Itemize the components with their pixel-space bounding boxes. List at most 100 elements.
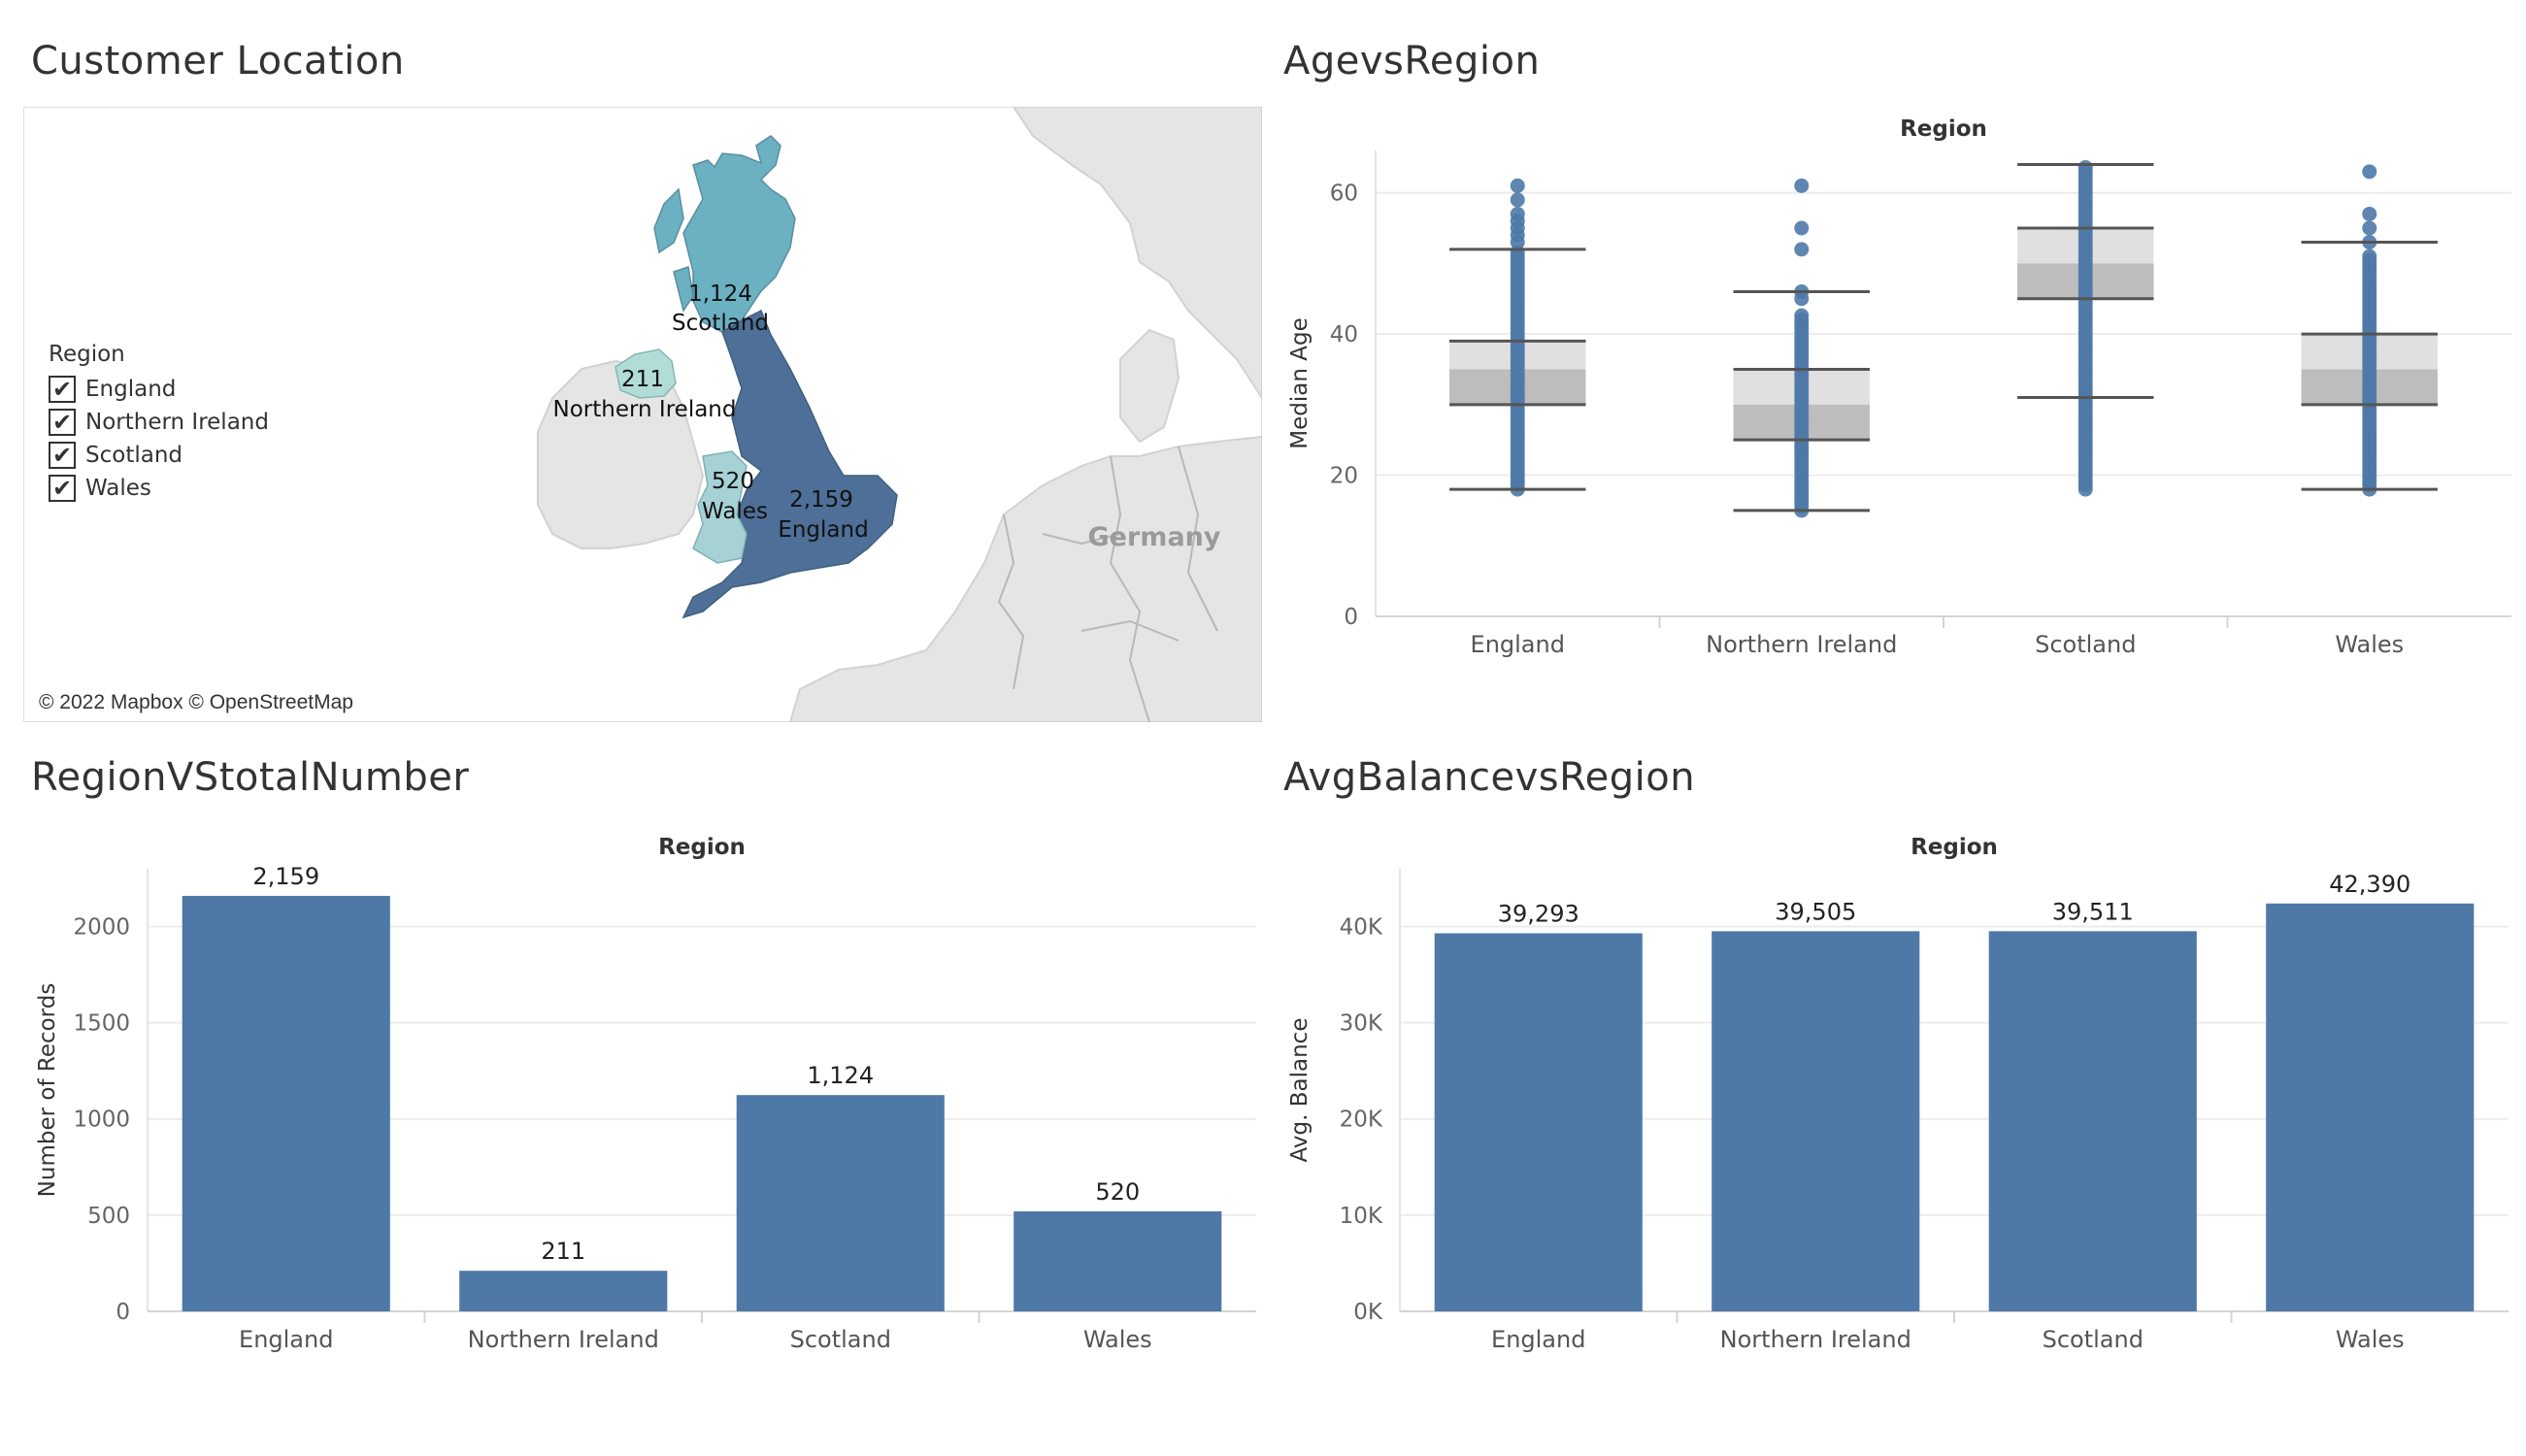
map-label-wales: 520 Wales — [702, 469, 768, 524]
region-legend: Region ✔ England ✔ Northern Ireland ✔ Sc… — [49, 342, 269, 505]
x-tick-label-england: England — [1471, 631, 1565, 658]
bar-england — [182, 895, 390, 1311]
legend-title: Region — [49, 342, 125, 367]
data-label-scotland: 39,511 — [2052, 898, 2134, 925]
legend-item-northern-ireland[interactable]: ✔ Northern Ireland — [49, 406, 269, 439]
map-credit: © 2022 Mapbox © OpenStreetMap — [39, 691, 353, 713]
map-count-scotland: 1,124 — [688, 281, 752, 307]
map-name-england: England — [778, 517, 868, 543]
x-tick-label-northern-ireland: Northern Ireland — [1706, 631, 1897, 658]
data-point-northern-ireland — [1794, 308, 1810, 323]
x-tick-label-northern-ireland: Northern Ireland — [1720, 1326, 1911, 1353]
x-tick-label-scotland: Scotland — [2035, 631, 2136, 658]
data-point-wales — [2362, 206, 2377, 221]
checkbox-checked-icon[interactable]: ✔ — [49, 376, 76, 403]
y-axis-title: Number of Records — [35, 983, 60, 1198]
bar-wales — [1014, 1210, 1222, 1311]
age-panel-title: AgevsRegion — [1283, 39, 1541, 83]
data-label-england: 39,293 — [1498, 900, 1579, 927]
legend-item-wales[interactable]: ✔ Wales — [49, 472, 269, 505]
ireland-land — [537, 359, 705, 549]
checkbox-checked-icon[interactable]: ✔ — [49, 409, 76, 436]
x-tick-label-northern-ireland: Northern Ireland — [468, 1326, 659, 1353]
map-count-england: 2,159 — [789, 487, 853, 513]
map-name-northern-ireland: Northern Ireland — [553, 397, 737, 422]
data-point-england — [1510, 192, 1525, 208]
region-vs-total-number-chart: Region 0 500 1000 1500 2000 Number of Records E… — [35, 835, 1256, 1353]
x-tick-label-wales: Wales — [1083, 1326, 1152, 1353]
map-name-wales: Wales — [702, 499, 768, 524]
x-tick-label-scotland: Scotland — [790, 1326, 891, 1353]
legend-label: Scotland — [85, 443, 183, 468]
region-northern-ireland[interactable] — [615, 348, 677, 399]
data-label-wales: 520 — [1095, 1178, 1140, 1206]
y-tick-label: 1500 — [73, 1011, 130, 1037]
avg-balance-vs-region-chart: Region 0K 10K 20K 30K 40K Avg. Balance England N… — [1287, 835, 2509, 1353]
data-label-northern-ireland: 211 — [541, 1238, 585, 1265]
map-name-scotland: Scotland — [672, 311, 769, 336]
data-point-england — [1510, 206, 1525, 221]
legend-label: Northern Ireland — [85, 410, 269, 435]
y-tick-label: 0K — [1353, 1300, 1383, 1325]
country-label-germany: Germany — [1088, 522, 1221, 552]
y-axis-title: Median Age — [1287, 317, 1313, 448]
map-count-northern-ireland: 211 — [621, 367, 664, 392]
map-label-scotland: 1,124 Scotland — [672, 281, 769, 336]
column-header: Region — [658, 835, 746, 860]
legend-item-scotland[interactable]: ✔ Scotland — [49, 439, 269, 472]
x-tick-label-wales: Wales — [2335, 631, 2404, 658]
y-tick-label: 10K — [1340, 1204, 1383, 1229]
y-tick-label: 30K — [1340, 1011, 1383, 1037]
data-label-scotland: 1,124 — [807, 1062, 874, 1089]
y-tick-label: 0 — [1344, 605, 1358, 630]
data-label-northern-ireland: 39,505 — [1775, 898, 1856, 925]
region-england[interactable] — [681, 309, 898, 619]
data-point-northern-ireland — [1794, 178, 1810, 193]
bar-scotland — [736, 1095, 945, 1311]
y-tick-label: 500 — [87, 1204, 130, 1229]
legend-label: Wales — [85, 476, 151, 501]
x-tick-label-england: England — [1491, 1326, 1585, 1353]
y-tick-label: 0 — [116, 1300, 130, 1325]
data-point-northern-ireland — [1794, 242, 1810, 257]
data-label-england: 2,159 — [252, 863, 319, 890]
data-point-northern-ireland — [1794, 220, 1810, 236]
data-point-england — [1510, 178, 1525, 193]
count-panel-title: RegionVStotalNumber — [31, 755, 470, 800]
bar-wales — [2266, 903, 2475, 1311]
bar-northern-ireland — [459, 1271, 668, 1311]
map-panel-title: Customer Location — [31, 39, 405, 83]
bar-england — [1434, 933, 1643, 1311]
y-tick-label: 2000 — [73, 914, 130, 940]
checkbox-checked-icon[interactable]: ✔ — [49, 475, 76, 502]
bar-northern-ireland — [1712, 931, 1920, 1311]
map-count-wales: 520 — [712, 469, 754, 494]
y-tick-label: 20 — [1330, 464, 1358, 489]
legend-item-england[interactable]: ✔ England — [49, 373, 269, 406]
age-vs-region-chart: Region 0 20 40 60 Median Age England Northern I… — [1287, 116, 2511, 658]
column-header: Region — [1900, 116, 1987, 142]
denmark-land — [1119, 328, 1180, 444]
balance-panel-title: AvgBalancevsRegion — [1283, 755, 1696, 800]
scandinavia-land — [1012, 107, 1262, 400]
data-point-wales — [2362, 220, 2377, 236]
y-tick-label: 40K — [1340, 914, 1383, 940]
y-axis-title: Avg. Balance — [1287, 1018, 1313, 1163]
column-header: Region — [1911, 835, 1998, 860]
customer-location-map[interactable]: Germany 1,124 Scotland 211 Northern Irel… — [23, 107, 1262, 722]
map-label-northern-ireland: 211 Northern Ireland — [553, 367, 737, 422]
y-tick-label: 1000 — [73, 1108, 130, 1133]
y-tick-label: 20K — [1340, 1108, 1383, 1133]
border-lines — [997, 446, 1218, 722]
x-tick-label-scotland: Scotland — [2043, 1326, 2144, 1353]
x-tick-label-wales: Wales — [2336, 1326, 2405, 1353]
map-label-england: 2,159 England — [778, 487, 868, 543]
legend-label: England — [85, 377, 177, 402]
data-label-wales: 42,390 — [2329, 871, 2410, 898]
scotland-isles — [653, 187, 694, 313]
y-tick-label: 60 — [1330, 182, 1358, 207]
data-point-wales — [2362, 164, 2377, 180]
region-wales[interactable] — [692, 450, 748, 564]
checkbox-checked-icon[interactable]: ✔ — [49, 442, 76, 469]
x-tick-label-england: England — [239, 1326, 333, 1353]
